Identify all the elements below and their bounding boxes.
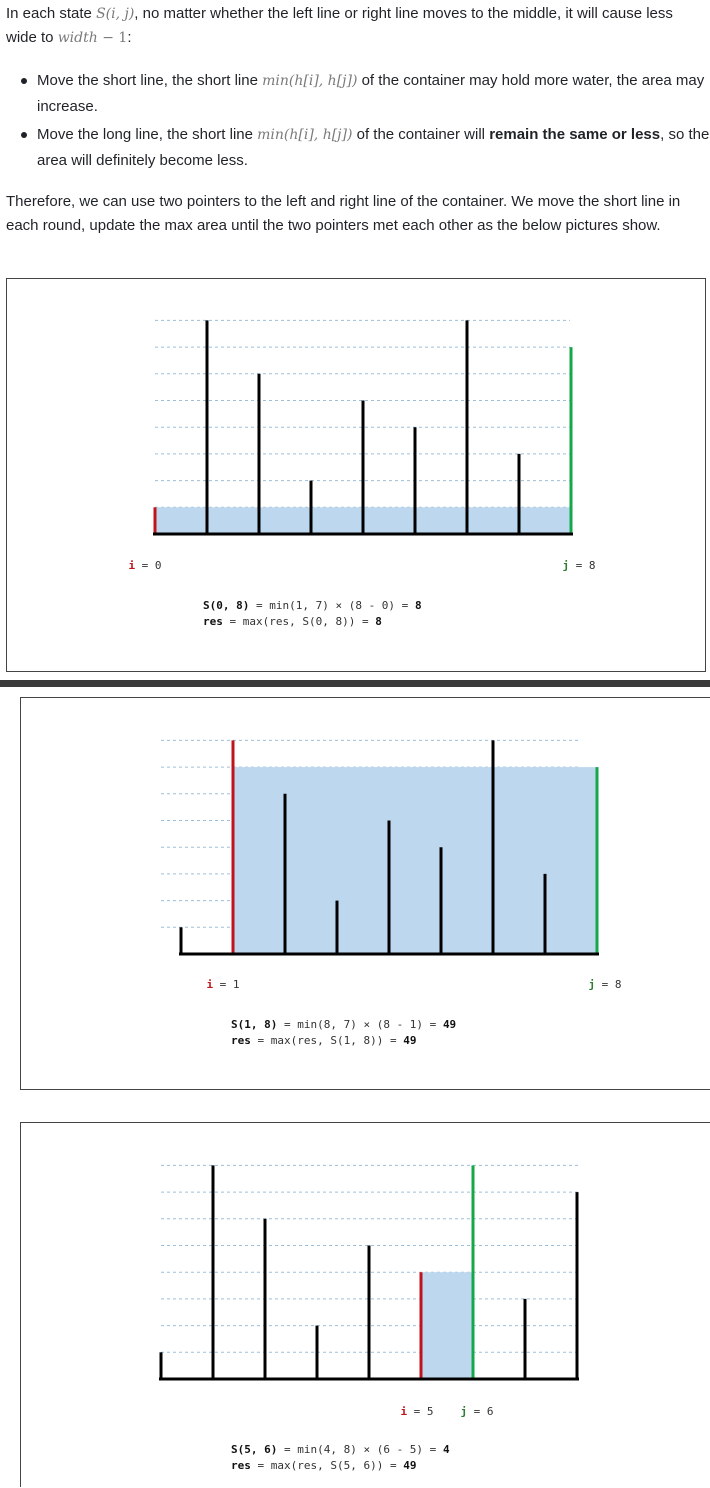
formula-area-label: S(5, 6) xyxy=(231,1443,277,1456)
chart-panel-2: i = 1 j = 8 S(1, 8) = min(8, 7) × (8 - 1) … xyxy=(20,697,710,1090)
formula-result-expr: = max(res, S(1, 8)) = xyxy=(251,1034,403,1047)
pointer-label-j-letter: j xyxy=(588,978,595,991)
formula-area-expr: = min(1, 7) × (8 - 0) = xyxy=(249,599,415,612)
formula-result: res = max(res, S(1, 8)) = 49 xyxy=(231,1034,416,1047)
formula-area-expr: = min(4, 8) × (6 - 5) = xyxy=(277,1443,443,1456)
intro-math-minus-one: − 1 xyxy=(97,30,128,46)
pointer-label-i-letter: i xyxy=(400,1405,407,1418)
intro-math-state: S(i, j) xyxy=(96,6,135,22)
bullet-text: , so the area will definitely become les… xyxy=(37,126,710,169)
pointer-label-i: i = 1 xyxy=(206,978,239,991)
formula-result-value: 49 xyxy=(403,1459,416,1472)
bullet-text: of the container will xyxy=(352,126,490,143)
formula-result-value: 8 xyxy=(375,615,382,628)
formula-result-label: res xyxy=(203,615,223,628)
pointer-label-j-letter: j xyxy=(460,1405,467,1418)
water-area xyxy=(233,767,597,954)
intro-math-width: width xyxy=(57,30,98,46)
section-divider xyxy=(0,680,710,687)
formula-result-label: res xyxy=(231,1034,251,1047)
bullet-item: Move the long line, the short line min(h… xyxy=(21,122,710,174)
pointer-label-i: i = 0 xyxy=(128,559,161,572)
formula-result: res = max(res, S(5, 6)) = 49 xyxy=(231,1459,416,1472)
formula-result-expr: = max(res, S(0, 8)) = xyxy=(223,615,375,628)
intro-text-suffix: : xyxy=(127,29,132,46)
intro-text-prefix: In each state xyxy=(6,5,97,22)
bullet-text: of the container may hold more water, th… xyxy=(37,72,705,115)
formula-result-value: 49 xyxy=(403,1034,416,1047)
formula-area-value: 8 xyxy=(415,599,422,612)
formula-result-label: res xyxy=(231,1459,251,1472)
formula-area-value: 4 xyxy=(443,1443,450,1456)
bullet-item: Move the short line, the short line min(… xyxy=(21,68,710,120)
bullet-text: Move the short line, the short line xyxy=(37,72,263,89)
formula-area: S(0, 8) = min(1, 7) × (8 - 0) = 8 xyxy=(203,599,422,612)
intro-text-mid: , no matter whether the left line or rig… xyxy=(6,5,673,46)
chart-panel-3: i = 5 j = 6 S(5, 6) = min(4, 8) × (6 - 5) … xyxy=(20,1122,710,1487)
formula-area-label: S(0, 8) xyxy=(203,599,249,612)
chart-3: i = 5 j = 6 S(5, 6) = min(4, 8) × (6 - 5) … xyxy=(159,1164,581,1472)
pointer-label-j-value: = 8 xyxy=(595,978,622,991)
pointer-label-j: j = 8 xyxy=(562,559,595,572)
formula-result-expr: = max(res, S(5, 6)) = xyxy=(251,1459,403,1472)
conclusion-paragraph: Therefore, we can use two pointers to th… xyxy=(6,193,681,234)
formula-result: res = max(res, S(0, 8)) = 8 xyxy=(203,615,382,628)
bullet-text: Move the long line, the short line xyxy=(37,126,258,143)
chart-panel-1: i = 0 j = 8 S(0, 8) = min(1, 7) × (8 - 0) … xyxy=(6,278,706,672)
pointer-label-j-letter: j xyxy=(562,559,569,572)
pointer-label-i-letter: i xyxy=(128,559,135,572)
pointer-label-i-letter: i xyxy=(206,978,213,991)
formula-area-label: S(1, 8) xyxy=(231,1018,277,1031)
chart-2: i = 1 j = 8 S(1, 8) = min(8, 7) × (8 - 1) … xyxy=(161,739,622,1047)
bullet-math: min(h[i], h[j]) xyxy=(257,127,353,143)
pointer-label-i-value: = 1 xyxy=(213,978,240,991)
pointer-label-j-value: = 6 xyxy=(467,1405,494,1418)
pointer-label-i-value: = 0 xyxy=(135,559,162,572)
bullet-list: Move the short line, the short line min(… xyxy=(0,68,710,176)
pointer-label-i: i = 5 xyxy=(400,1405,433,1418)
formula-area: S(1, 8) = min(8, 7) × (8 - 1) = 49 xyxy=(231,1018,456,1031)
water-area xyxy=(421,1272,473,1379)
formula-area: S(5, 6) = min(4, 8) × (6 - 5) = 4 xyxy=(231,1443,450,1456)
pointer-label-j: j = 6 xyxy=(460,1405,493,1418)
formula-area-expr: = min(8, 7) × (8 - 1) = xyxy=(277,1018,443,1031)
formula-area-value: 49 xyxy=(443,1018,456,1031)
intro-paragraph: In each state S(i, j), no matter whether… xyxy=(6,2,706,50)
bullet-math: min(h[i], h[j]) xyxy=(262,73,358,89)
pointer-label-i-value: = 5 xyxy=(407,1405,434,1418)
bullet-bold-text: remain the same or less xyxy=(489,126,661,143)
pointer-label-j: j = 8 xyxy=(588,978,621,991)
chart-1: i = 0 j = 8 S(0, 8) = min(1, 7) × (8 - 0) … xyxy=(128,319,596,628)
pointer-label-j-value: = 8 xyxy=(569,559,596,572)
